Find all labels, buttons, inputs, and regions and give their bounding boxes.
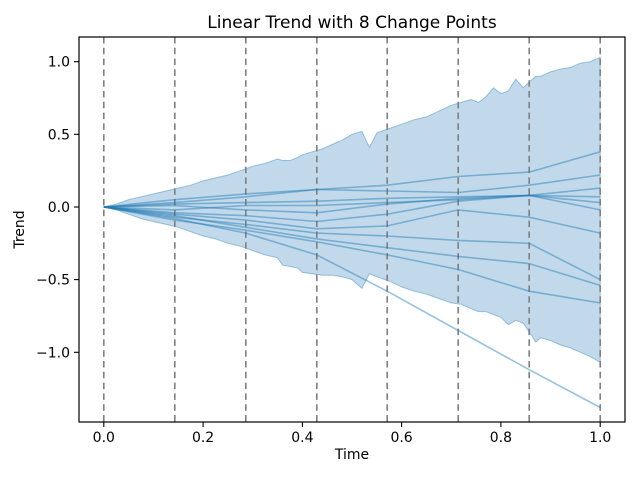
x-tick-label: 0.4 [291,430,313,446]
trend-sample-7 [103,206,601,234]
trend-sample-2 [103,174,601,208]
y-tick-label: 1.0 [48,55,70,71]
y-tick-label: −0.5 [36,273,70,289]
x-axis-label: Time [334,447,369,463]
trend-sample-10 [103,206,601,304]
trend-sample-1 [103,151,601,208]
x-tick-label: 0.2 [192,430,214,446]
trend-sample-11 [103,206,601,409]
trend-sample-4 [103,194,601,211]
trend-sample-5 [103,194,601,214]
y-axis-label: Trend [12,210,28,249]
chart-title: Linear Trend with 8 Change Points [207,13,497,33]
x-tick-label: 0.0 [93,430,115,446]
y-tick-label: 0.0 [48,200,70,216]
x-tick-label: 0.6 [390,430,412,446]
x-tick-label: 0.8 [490,430,512,446]
y-tick-label: −1.0 [36,345,70,361]
trend-sample-6 [103,194,601,223]
y-tick-label: 0.5 [48,127,70,143]
axes-frame [78,36,626,423]
x-tick-label: 1.0 [589,430,611,446]
chart-layers: 0.0 0.2 0.4 0.6 0.8 1.0 1.0 0.5 0.0 −0.5 −1.0 [36,36,626,446]
trend-sample-9 [103,206,601,287]
trend-sample-3 [103,187,601,208]
trend-sample-8 [103,206,601,281]
